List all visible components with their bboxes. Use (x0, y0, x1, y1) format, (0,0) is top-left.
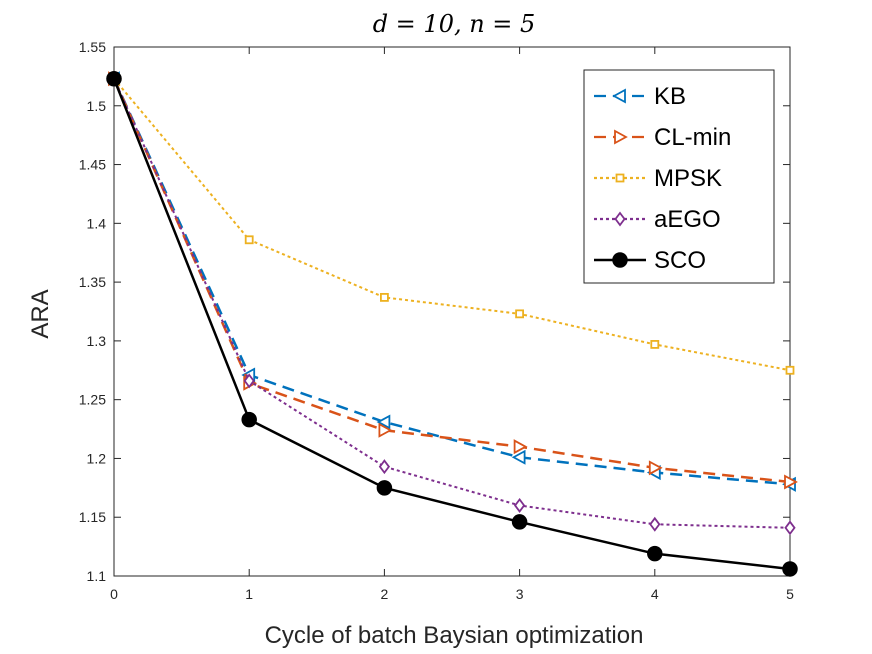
legend-marker-cl-min (614, 129, 628, 145)
data-point-aego (784, 520, 796, 536)
y-tick-label: 1.55 (79, 39, 106, 55)
y-tick-label: 1.3 (87, 333, 107, 349)
y-tick-label: 1.5 (87, 98, 107, 114)
y-tick-label: 1.45 (79, 157, 106, 173)
y-tick-label: 1.25 (79, 392, 106, 408)
data-point-sco (647, 545, 663, 562)
data-point-sco (241, 411, 257, 428)
legend-marker-kb (612, 88, 626, 104)
data-point-cl-min (378, 422, 393, 438)
data-point-cl-min (513, 439, 528, 455)
legend-label-sco: SCO (654, 247, 706, 274)
data-point-aego (378, 459, 391, 475)
data-point-sco (376, 480, 393, 496)
y-tick-label: 1.15 (79, 509, 106, 525)
x-tick-label: 0 (110, 586, 118, 602)
series-layer (106, 70, 798, 577)
data-point-aego (513, 497, 526, 513)
x-tick-label: 2 (381, 586, 389, 602)
legend: KB CL-min MPSK aEGO SCO (583, 69, 775, 284)
y-axis-label: ARA (27, 289, 54, 338)
plot-frame (113, 46, 791, 577)
chart-title: d = 10, n = 5 (373, 10, 536, 38)
data-point-sco (782, 561, 798, 577)
y-axis-ticks: 1.1 1.15 1.2 1.25 1.3 1.35 1.4 1.45 1.5 1.55 (79, 39, 790, 584)
x-axis-label: Cycle of batch Baysian optimization (265, 622, 644, 649)
data-point-cl-min (784, 474, 798, 490)
data-point-kb (376, 414, 391, 430)
data-point-kb (511, 449, 526, 465)
data-point-mpsk (244, 235, 254, 245)
y-tick-label: 1.4 (87, 215, 107, 231)
legend-marker-mpsk (615, 173, 625, 183)
y-tick-label: 1.2 (87, 450, 107, 466)
x-tick-label: 5 (786, 586, 794, 602)
x-tick-label: 4 (651, 586, 659, 602)
data-point-aego (243, 373, 255, 389)
x-tick-label: 1 (245, 586, 253, 602)
legend-marker-aego (614, 211, 626, 227)
axes-box (113, 46, 791, 577)
legend-label-aego: aEGO (654, 206, 721, 233)
data-point-mpsk (515, 309, 524, 319)
legend-marker-sco (612, 252, 628, 268)
legend-label-mpsk: MPSK (654, 165, 722, 192)
y-tick-label: 1.35 (79, 274, 106, 290)
legend-label-kb: KB (654, 83, 686, 110)
data-point-sco (511, 514, 528, 530)
series-sco (106, 70, 798, 577)
data-point-mpsk (650, 340, 660, 349)
series-line-sco (112, 78, 791, 571)
legend-label-cl-min: CL-min (654, 124, 731, 151)
data-point-sco (106, 70, 122, 87)
data-point-cl-min (648, 460, 663, 476)
series-line-kb (112, 78, 791, 486)
data-point-mpsk (379, 292, 389, 302)
y-tick-label: 1.1 (87, 568, 107, 584)
series-line-mpsk (113, 78, 791, 372)
data-point-aego (649, 516, 661, 532)
x-tick-label: 3 (516, 586, 524, 602)
data-point-mpsk (785, 365, 795, 375)
